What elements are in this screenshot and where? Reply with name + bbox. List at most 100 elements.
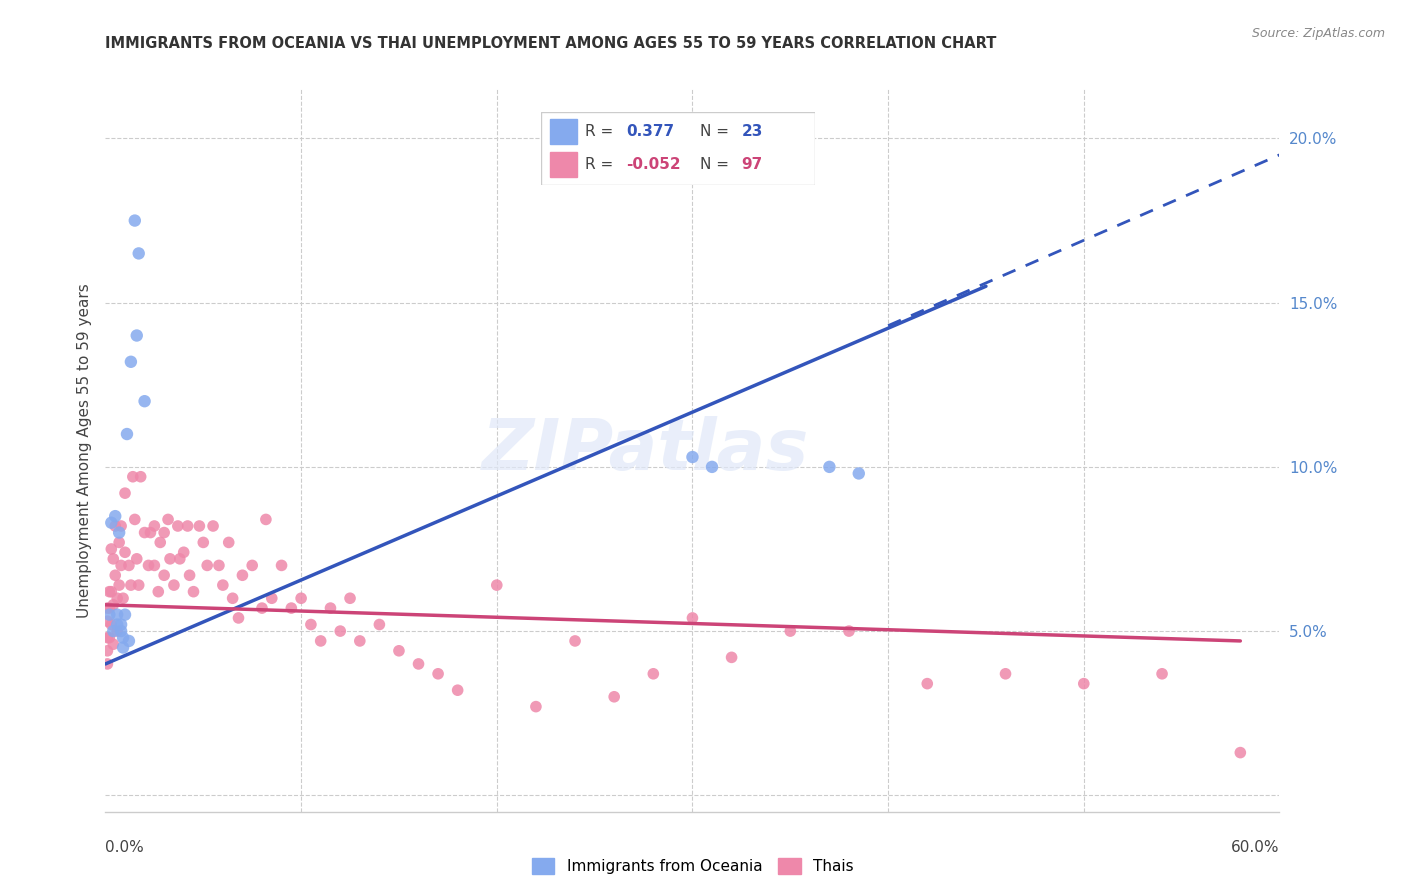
Point	[96, 631, 118, 645]
Point	[524, 699, 547, 714]
Point	[148, 584, 170, 599]
Point	[128, 578, 150, 592]
Point	[96, 644, 118, 658]
Point	[120, 578, 142, 592]
Point	[104, 509, 127, 524]
Point	[114, 486, 136, 500]
Text: IMMIGRANTS FROM OCEANIA VS THAI UNEMPLOYMENT AMONG AGES 55 TO 59 YEARS CORRELATI: IMMIGRANTS FROM OCEANIA VS THAI UNEMPLOY…	[105, 36, 997, 51]
Point	[193, 535, 215, 549]
Point	[603, 690, 626, 704]
Point	[115, 427, 138, 442]
Point	[349, 634, 371, 648]
Point	[100, 516, 122, 530]
Point	[110, 624, 132, 639]
Point	[100, 617, 122, 632]
Point	[105, 591, 128, 606]
Point	[427, 666, 450, 681]
Point	[163, 578, 186, 592]
Point	[112, 591, 135, 606]
Point	[129, 469, 152, 483]
Point	[120, 355, 142, 369]
Point	[100, 584, 122, 599]
Point	[143, 558, 166, 573]
Point	[339, 591, 361, 606]
Point	[173, 545, 195, 559]
Point	[100, 541, 122, 556]
Point	[108, 578, 131, 592]
Point	[114, 545, 136, 559]
Text: 97: 97	[741, 157, 762, 171]
Point	[124, 512, 146, 526]
Point	[143, 519, 166, 533]
Point	[103, 624, 125, 639]
Point	[159, 551, 181, 566]
Point	[103, 637, 125, 651]
Text: R =: R =	[585, 124, 613, 139]
Text: -0.052: -0.052	[626, 157, 681, 171]
Point	[176, 519, 198, 533]
Point	[124, 213, 146, 227]
Point	[260, 591, 283, 606]
Point	[134, 394, 156, 409]
Point	[153, 568, 176, 582]
Point	[564, 634, 586, 648]
Point	[270, 558, 292, 573]
Point	[643, 666, 665, 681]
Point	[848, 467, 870, 481]
Point	[779, 624, 801, 639]
Point	[195, 558, 218, 573]
Point	[98, 584, 121, 599]
Text: ZIPatlas: ZIPatlas	[482, 416, 810, 485]
Point	[221, 591, 243, 606]
Point	[112, 640, 135, 655]
Text: N =: N =	[700, 157, 730, 171]
Point	[231, 568, 253, 582]
Point	[218, 535, 240, 549]
Point	[720, 650, 742, 665]
Point	[1073, 676, 1095, 690]
Text: 0.377: 0.377	[626, 124, 675, 139]
Point	[118, 558, 141, 573]
Point	[149, 535, 172, 549]
Point	[240, 558, 263, 573]
Point	[228, 611, 250, 625]
Point	[125, 328, 148, 343]
Point	[112, 631, 135, 645]
Point	[166, 519, 188, 533]
Legend: Immigrants from Oceania, Thais: Immigrants from Oceania, Thais	[526, 852, 859, 880]
Point	[202, 519, 225, 533]
Point	[446, 683, 468, 698]
Point	[368, 617, 391, 632]
Point	[96, 657, 118, 671]
Point	[211, 578, 233, 592]
Point	[103, 598, 125, 612]
Point	[388, 644, 411, 658]
Point	[96, 614, 118, 628]
Point	[208, 558, 231, 573]
Point	[681, 450, 703, 464]
Point	[98, 607, 121, 622]
Point	[105, 617, 128, 632]
Point	[485, 578, 508, 592]
Point	[98, 601, 121, 615]
Point	[329, 624, 352, 639]
Point	[96, 601, 118, 615]
Point	[134, 525, 156, 540]
Point	[105, 624, 128, 639]
Point	[138, 558, 160, 573]
Text: 0.0%: 0.0%	[105, 840, 145, 855]
Text: R =: R =	[585, 157, 613, 171]
Point	[280, 601, 302, 615]
Text: Source: ZipAtlas.com: Source: ZipAtlas.com	[1251, 27, 1385, 40]
Point	[290, 591, 312, 606]
Point	[118, 634, 141, 648]
Point	[105, 607, 128, 622]
Bar	[550, 152, 576, 178]
Point	[139, 525, 162, 540]
Point	[157, 512, 180, 526]
Point	[125, 551, 148, 566]
Point	[108, 535, 131, 549]
Point	[681, 611, 703, 625]
Bar	[550, 119, 576, 145]
Point	[838, 624, 860, 639]
